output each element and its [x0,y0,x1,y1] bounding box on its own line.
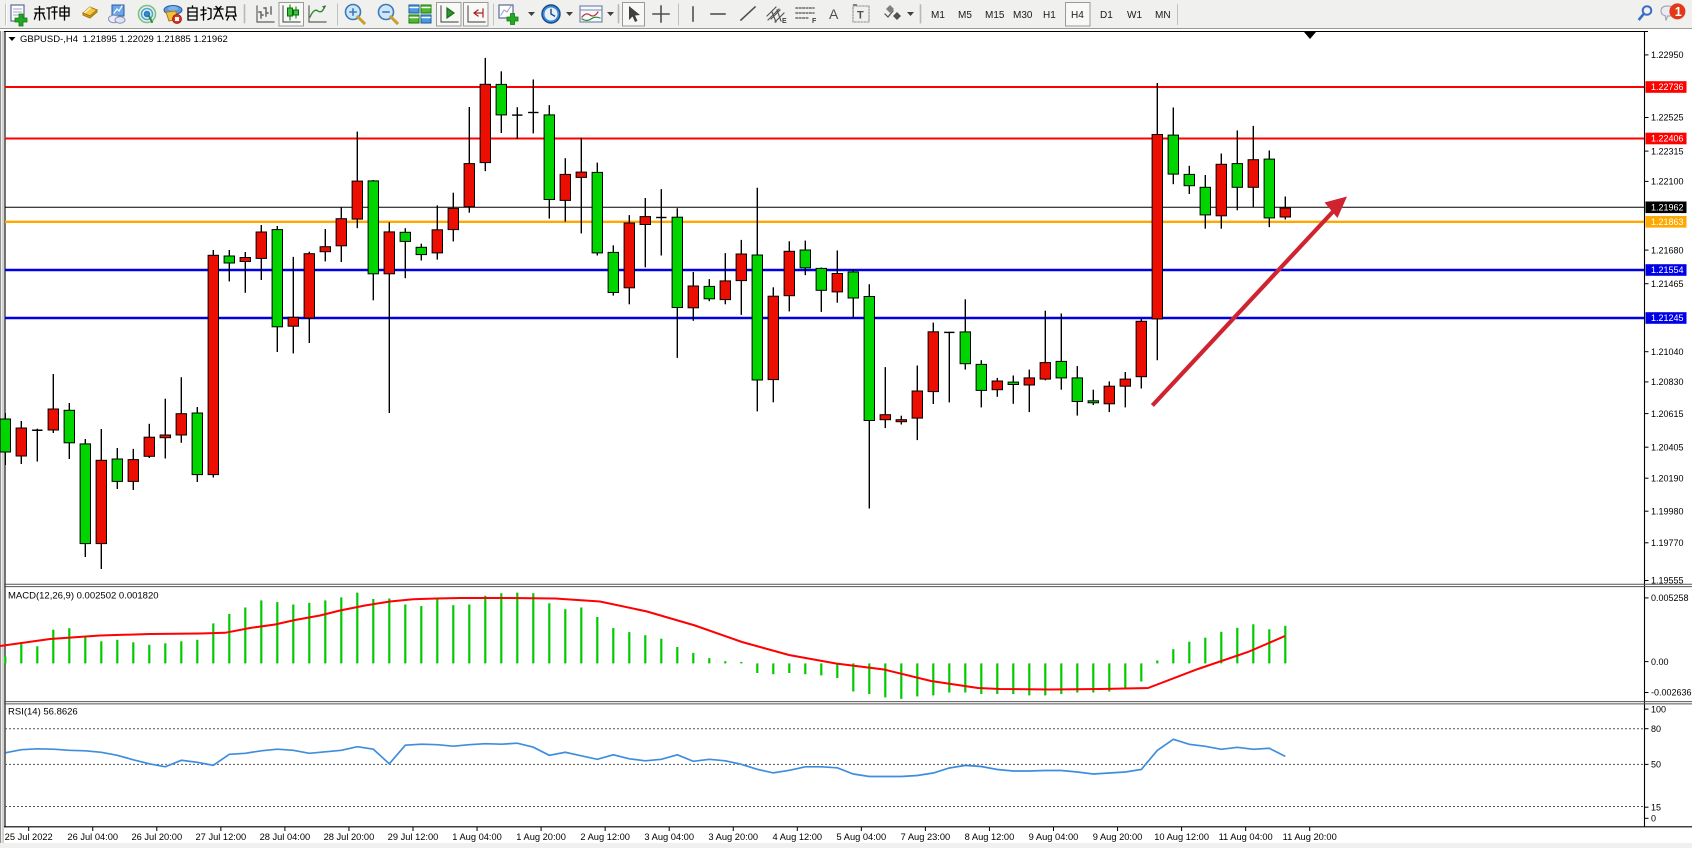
svg-text:25 Jul 2022: 25 Jul 2022 [5,832,53,842]
svg-text:1.19770: 1.19770 [1651,538,1684,548]
svg-text:1 Aug 20:00: 1 Aug 20:00 [516,832,566,842]
svg-text:27 Jul 12:00: 27 Jul 12:00 [196,832,247,842]
svg-text:1.22315: 1.22315 [1651,146,1684,156]
svg-text:80: 80 [1651,724,1661,734]
svg-text:1.22525: 1.22525 [1651,113,1684,123]
svg-text:1.22406: 1.22406 [1651,134,1684,144]
svg-text:1: 1 [1675,5,1682,19]
svg-text:1.21680: 1.21680 [1651,245,1684,255]
svg-text:1.22950: 1.22950 [1651,50,1684,60]
svg-text:3 Aug 20:00: 3 Aug 20:00 [708,832,758,842]
svg-text:GBPUSD-,H4: GBPUSD-,H4 [20,34,78,45]
svg-text:100: 100 [1651,704,1666,714]
svg-text:28 Jul 04:00: 28 Jul 04:00 [260,832,311,842]
svg-text:0: 0 [1651,814,1656,824]
svg-text:50: 50 [1651,760,1661,770]
svg-text:1.21962: 1.21962 [1651,203,1684,213]
svg-text:8 Aug 12:00: 8 Aug 12:00 [965,832,1015,842]
svg-text:D1: D1 [1100,10,1113,21]
svg-text:1.21895 1.22029 1.21885 1.2196: 1.21895 1.22029 1.21885 1.21962 [83,34,228,45]
svg-text:1.19555: 1.19555 [1651,576,1684,586]
svg-text:10 Aug 12:00: 10 Aug 12:00 [1154,832,1209,842]
svg-text:T: T [857,10,864,22]
svg-text:7 Aug 23:00: 7 Aug 23:00 [901,832,951,842]
svg-text:M15: M15 [985,10,1005,21]
svg-text:1.20405: 1.20405 [1651,442,1684,452]
svg-text:9 Aug 04:00: 9 Aug 04:00 [1029,832,1079,842]
svg-text:28 Jul 20:00: 28 Jul 20:00 [324,832,375,842]
svg-text:1.20830: 1.20830 [1651,377,1684,387]
svg-text:1.21040: 1.21040 [1651,347,1684,357]
svg-text:0.005258: 0.005258 [1651,593,1689,603]
svg-text:9 Aug 20:00: 9 Aug 20:00 [1093,832,1143,842]
svg-text:5 Aug 04:00: 5 Aug 04:00 [837,832,887,842]
svg-text:29 Jul 12:00: 29 Jul 12:00 [388,832,439,842]
svg-text:0.00: 0.00 [1651,657,1669,667]
svg-text:M5: M5 [958,10,972,21]
svg-text:2 Aug 12:00: 2 Aug 12:00 [580,832,630,842]
svg-text:15: 15 [1651,802,1661,812]
svg-text:4 Aug 12:00: 4 Aug 12:00 [772,832,822,842]
svg-text:H4: H4 [1071,10,1084,21]
svg-text:1.21554: 1.21554 [1651,265,1684,275]
svg-text:F: F [812,18,817,25]
svg-text:E: E [782,18,787,25]
svg-text:1.21465: 1.21465 [1651,279,1684,289]
svg-text:MACD(12,26,9) 0.002502 0.00182: MACD(12,26,9) 0.002502 0.001820 [8,591,159,602]
svg-text:1.22100: 1.22100 [1651,177,1684,187]
svg-text:1.21863: 1.21863 [1651,217,1684,227]
svg-text:26 Jul 04:00: 26 Jul 04:00 [67,832,118,842]
svg-text:3 Aug 04:00: 3 Aug 04:00 [644,832,694,842]
svg-text:H1: H1 [1043,10,1056,21]
svg-text:M1: M1 [931,10,945,21]
svg-text:26 Jul 20:00: 26 Jul 20:00 [131,832,182,842]
svg-text:RSI(14) 56.8626: RSI(14) 56.8626 [8,707,78,718]
svg-text:1.20615: 1.20615 [1651,409,1684,419]
svg-text:W1: W1 [1127,10,1142,21]
svg-text:-0.002636: -0.002636 [1651,688,1692,698]
svg-text:11 Aug 04:00: 11 Aug 04:00 [1219,832,1273,842]
svg-text:1.19980: 1.19980 [1651,506,1684,516]
svg-text:1.20190: 1.20190 [1651,473,1684,483]
svg-text:A: A [829,6,839,22]
svg-text:M30: M30 [1013,10,1033,21]
svg-text:1.22736: 1.22736 [1651,82,1684,92]
svg-text:1 Aug 04:00: 1 Aug 04:00 [452,832,502,842]
svg-text:1.21245: 1.21245 [1651,313,1684,323]
svg-text:11 Aug 20:00: 11 Aug 20:00 [1283,832,1337,842]
svg-text:MN: MN [1155,10,1171,21]
